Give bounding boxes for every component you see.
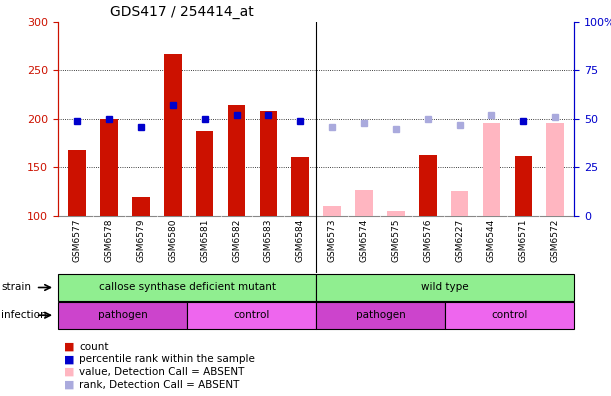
Text: ■: ■ [64,341,75,352]
Bar [291,157,309,216]
Text: GSM6573: GSM6573 [327,219,337,262]
Bar [419,155,436,216]
Bar [514,156,532,216]
Text: control: control [233,310,270,320]
Text: ■: ■ [64,367,75,377]
Text: GSM6579: GSM6579 [136,219,145,262]
Text: callose synthase deficient mutant: callose synthase deficient mutant [98,282,276,293]
Text: GSM6578: GSM6578 [104,219,114,262]
Text: control: control [492,310,528,320]
Bar [483,123,500,216]
Bar [355,190,373,216]
Text: GSM6580: GSM6580 [168,219,177,262]
Text: ■: ■ [64,379,75,390]
Bar [451,190,469,216]
Bar [323,206,341,216]
Text: wild type: wild type [422,282,469,293]
Text: count: count [79,341,109,352]
Text: GSM6576: GSM6576 [423,219,432,262]
Text: infection: infection [1,310,47,320]
Text: GSM6574: GSM6574 [359,219,368,262]
Text: GSM6571: GSM6571 [519,219,528,262]
Text: GSM6583: GSM6583 [264,219,273,262]
Bar [132,197,150,216]
Text: pathogen: pathogen [356,310,406,320]
Text: GSM6582: GSM6582 [232,219,241,262]
Text: percentile rank within the sample: percentile rank within the sample [79,354,255,364]
Bar [196,131,213,216]
Text: GSM6577: GSM6577 [73,219,82,262]
Text: rank, Detection Call = ABSENT: rank, Detection Call = ABSENT [79,379,240,390]
Text: pathogen: pathogen [98,310,147,320]
Text: GSM6584: GSM6584 [296,219,305,262]
Text: GSM6227: GSM6227 [455,219,464,262]
Bar [260,111,277,216]
Bar [228,105,245,216]
Bar [164,54,181,216]
Text: GSM6581: GSM6581 [200,219,209,262]
Bar [546,123,564,216]
Bar [68,150,86,216]
Text: GSM6572: GSM6572 [551,219,560,262]
Text: GSM6544: GSM6544 [487,219,496,262]
Text: ■: ■ [64,354,75,364]
Text: GSM6575: GSM6575 [392,219,400,262]
Text: GDS417 / 254414_at: GDS417 / 254414_at [110,6,254,19]
Text: strain: strain [1,282,31,293]
Text: value, Detection Call = ABSENT: value, Detection Call = ABSENT [79,367,245,377]
Bar [387,211,404,216]
Bar [100,119,118,216]
